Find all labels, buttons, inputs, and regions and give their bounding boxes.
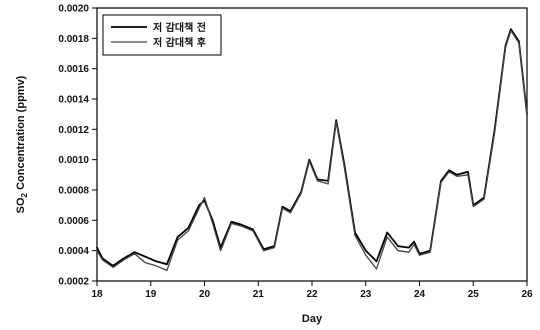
y-tick-label: 0.0008 — [58, 186, 89, 197]
y-tick-label: 0.0016 — [58, 64, 89, 75]
y-axis-title: SO2 Concentration (ppmv) — [15, 75, 29, 213]
x-tick-label: 20 — [199, 289, 211, 300]
y-tick-label: 0.0018 — [58, 34, 89, 45]
x-tick-label: 19 — [145, 289, 157, 300]
y-tick-label: 0.0020 — [58, 4, 89, 15]
x-tick-label: 22 — [306, 289, 318, 300]
y-axis-title-main: SO — [15, 197, 27, 213]
legend-label-after: 저 감대책 후 — [153, 36, 206, 49]
y-tick-label: 0.0014 — [58, 95, 89, 106]
y-tick-label: 0.0006 — [58, 216, 89, 227]
x-tick-label: 21 — [253, 289, 265, 300]
y-tick-label: 0.0004 — [58, 246, 89, 257]
series-line-before — [97, 29, 527, 266]
y-tick-label: 0.0012 — [58, 125, 89, 136]
legend-label-before: 저 감대책 전 — [153, 21, 206, 34]
x-tick-label: 26 — [521, 289, 533, 300]
legend: 저 감대책 전 저 감대책 후 — [103, 15, 221, 55]
y-tick-label: 0.0010 — [58, 155, 89, 166]
x-tick-label: 23 — [360, 289, 372, 300]
x-axis-title: Day — [302, 313, 323, 325]
x-tick-label: 25 — [468, 289, 480, 300]
y-tick-label: 0.0002 — [58, 277, 89, 288]
series-layer — [97, 29, 527, 270]
x-tick-label: 24 — [414, 289, 426, 300]
x-tick-label: 18 — [91, 289, 103, 300]
legend-box — [103, 15, 221, 55]
series-line-after — [97, 31, 527, 271]
y-axis-title-rest: Concentration (ppmv) — [15, 75, 27, 193]
